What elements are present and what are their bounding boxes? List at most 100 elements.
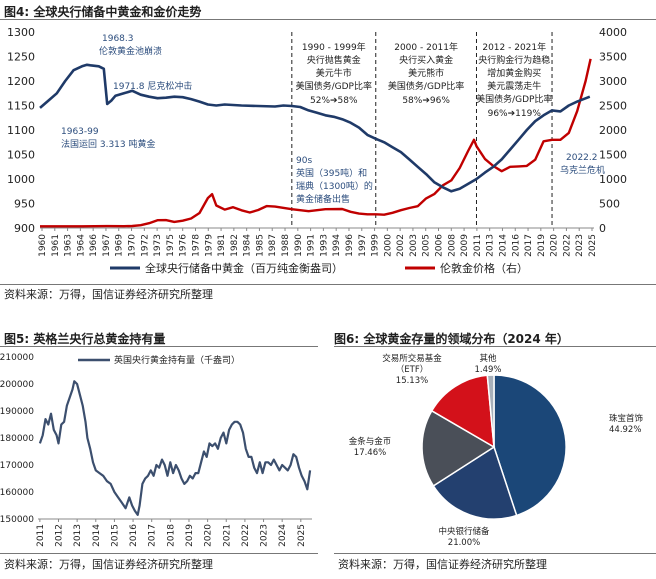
fig4-x-tick-label: 1996 [345,234,355,257]
fig4-annotation-p2000_1: 2000 - 2011年 [394,41,458,53]
fig5-x-tick-label: 2022 [241,524,251,547]
fig6-slice-2 [432,445,518,520]
fig5-y-tick: 210000 [0,353,34,363]
fig4-legend-label-gold: 伦敦金价格（右） [440,261,528,275]
fig4-annotation-p2000_5: 58%➔96% [402,96,450,106]
fig4-x-tick-label: 1990 [294,234,304,257]
fig4-annotation-n90_3: 瑞典（1300吨）的 [296,180,373,192]
fig4-x-tick-label: 1981 [217,234,227,257]
fig6-slice-label-5: 其他 [479,353,497,364]
fig4-annotation-p1990_3: 美元牛市 [316,67,352,79]
fig4-left-tick: 1200 [7,75,35,88]
fig4-x-tick-label: 2013 [486,234,496,257]
fig5-y-tick: 150000 [0,515,34,525]
fig4-x-tick-label: 1966 [89,234,99,257]
fig4-x-tick-label: 1991 [307,234,317,257]
fig4-x-tick-label: 1961 [51,234,61,257]
fig4-annotation-p2000_4: 美国债务/GDP比率 [388,80,464,92]
fig5-source-rule [0,553,318,554]
fig4-annotation-p2012_4: 美元震荡走牛 [487,80,541,92]
fig4-annotation-n2022_1: 2022.2 [566,153,598,163]
fig5-x-tick-label: 2015 [110,524,120,547]
fig4-x-tick-label: 1987 [268,234,278,257]
fig5-title-rule [0,346,318,347]
fig4-left-tick: 1100 [7,124,35,137]
fig5-title: 图5: 英格兰央行总黄金持有量 [4,332,166,346]
fig6-slice-3 [421,409,496,487]
fig5-x-tick-label: 2019 [185,524,195,547]
fig4-right-tick: 2500 [599,100,627,113]
fig4-annotation-p1990_4: 美国债务/GDP比率 [296,80,372,92]
fig6-slice-5 [486,374,495,448]
fig5-x-tick-label: 2018 [166,524,176,547]
fig4-right-tick: 2000 [599,124,627,137]
fig4-x-tick-label: 1993 [319,234,329,257]
fig5-x-tick-label: 2025 [297,524,307,547]
fig4-title: 图4: 全球央行储备中黄金和金价走势 [4,5,202,19]
fig6-title: 图6: 全球黄金存量的领域分布（2024 年） [334,332,569,346]
fig4-annotation-p2012_1: 2012 - 2021年 [482,41,546,53]
fig4-right-tick: 1500 [599,149,627,162]
fig6-slice-value-2: 21.00% [448,538,480,548]
fig5-y-tick: 180000 [0,434,34,444]
fig4-x-tick-label: 2022 [562,234,572,257]
fig4-x-tick-label: 1972 [140,234,150,257]
fig6-slice-1 [493,374,567,517]
fig4-x-tick-label: 1973 [153,234,163,257]
fig4-right-tick: 500 [599,198,620,211]
fig4-x-tick-label: 2002 [396,234,406,257]
fig4-x-tick-label: 2011 [473,234,483,257]
fig4-x-tick-label: 1975 [166,234,176,257]
fig4-x-tick-label: 1985 [255,234,265,257]
fig4-x-tick-label: 1982 [230,234,240,257]
fig4-right-tick: 3000 [599,75,627,88]
fig4-left-tick: 1150 [7,100,35,113]
fig4-x-tick-label: 1969 [115,234,125,257]
fig4-x-tick-label: 1960 [38,234,48,257]
fig4-x-tick-label: 2017 [524,234,534,257]
fig4-left-tick: 1300 [7,26,35,39]
fig6-slice-label-4: 交易所交易基金 [382,353,442,364]
fig4-annotation-p2012_2: 央行购金行为趋稳 [478,54,550,66]
fig5-source: 资料来源：万得，国信证券经济研究所整理 [4,558,213,571]
fig4-x-tick-label: 1967 [102,234,112,257]
fig4-x-tick-label: 1999 [371,234,381,257]
fig4-annotation-n90_4: 黄金储备出售 [296,193,350,205]
fig4-legend-label-cb: 全球央行储备中黄金（百万纯金衡盎司） [145,261,343,275]
fig4-x-tick-label: 2014 [498,234,508,257]
fig6-slice-4 [430,374,495,449]
fig4-x-tick-label: 2000 [383,234,393,257]
fig6-slice-value-4: 15.13% [396,376,428,386]
fig6-slice-value-5: 1.49% [474,365,501,375]
fig6-source: 资料来源：万得，国信证券经济研究所整理 [338,558,547,571]
fig6-slice-label-3: 金条与金币 [349,436,392,447]
fig4-x-tick-label: 2009 [460,234,470,257]
fig4-x-tick-label: 2020 [550,234,560,257]
fig4-annotation-p1990_1: 1990 - 1999年 [302,41,366,53]
fig4-left-tick: 1000 [7,173,35,186]
fig4-source-rule [0,284,656,285]
fig4-annotation-a1963_2: 法国运回 3.313 吨黄金 [61,138,156,150]
fig4-right-tick: 0 [599,222,606,235]
fig4-annotation-p2012_6: 96%➔119% [488,109,542,119]
fig4-x-tick-label: 1994 [332,234,342,257]
fig4-x-tick-label: 2005 [422,234,432,257]
fig4-annotation-p1990_2: 央行抛售黄金 [307,54,361,66]
fig4-left-tick: 1050 [7,149,35,162]
fig4-x-tick-label: 2006 [435,234,445,257]
fig5-x-tick-label: 2017 [148,524,158,547]
fig5-y-tick: 160000 [0,488,34,498]
fig6-slice-label-2: 中央银行储备 [438,526,490,537]
fig4-title-rule [0,19,656,20]
fig5-x-tick-label: 2013 [73,524,83,547]
fig5-x-tick-label: 2014 [92,524,102,547]
fig5-holdings-line [38,380,312,516]
fig4-x-tick-label: 1964 [76,234,86,257]
fig4-annotation-n2022_2: 乌克兰危机 [560,164,605,176]
fig4-x-tick-label: 1970 [128,234,138,257]
fig4-left-tick: 900 [14,222,35,235]
fig4-gold-price-line [40,58,592,228]
fig4-x-tick-label: 1988 [281,234,291,257]
fig4-x-tick-label: 1976 [179,234,189,257]
fig4-x-tick-label: 2003 [409,234,419,257]
